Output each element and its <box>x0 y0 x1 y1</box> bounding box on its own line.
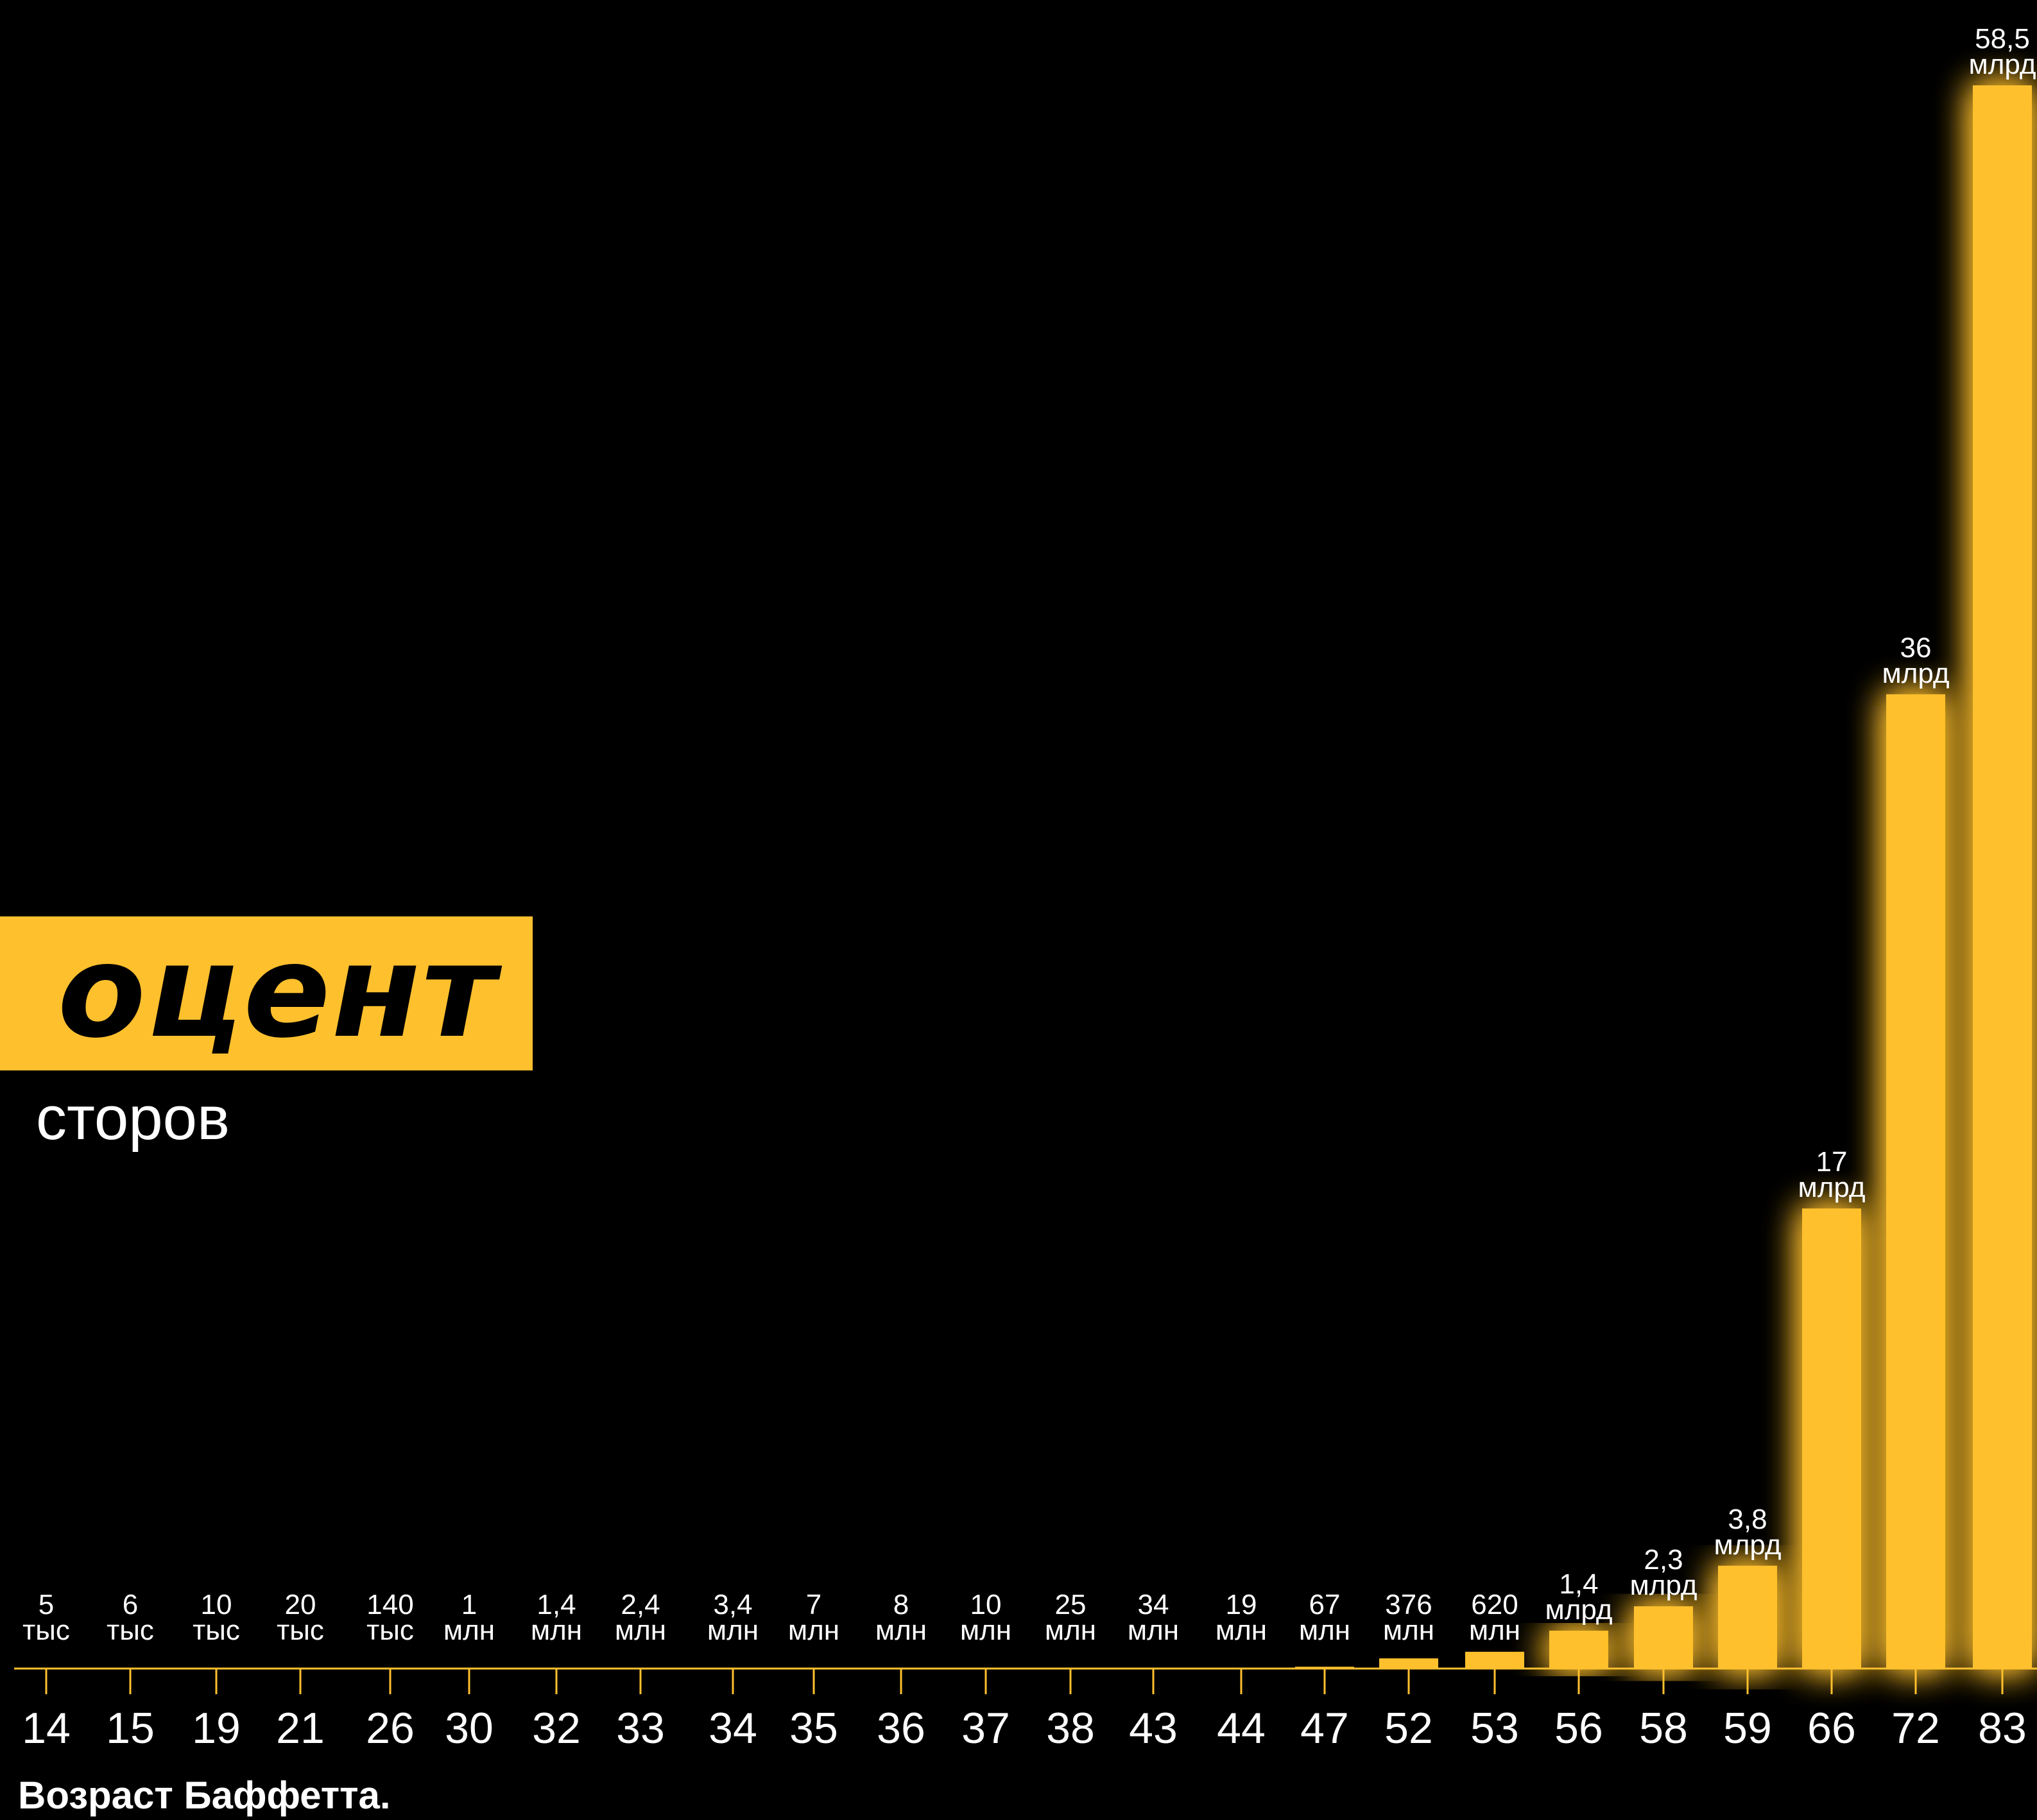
data-label-15-unit: тыс <box>107 1615 154 1646</box>
x-tick-label-37: 37 <box>961 1704 1010 1753</box>
data-label-44-value: 19 <box>1226 1589 1257 1620</box>
data-label-44-unit: млн <box>1216 1615 1267 1646</box>
data-label-19-value: 10 <box>201 1589 232 1620</box>
data-label-56-value: 1,4 <box>1559 1568 1598 1600</box>
x-tick-label-58: 58 <box>1639 1704 1688 1753</box>
x-tick-label-72: 72 <box>1891 1704 1940 1753</box>
data-label-38-value: 25 <box>1055 1589 1087 1620</box>
data-label-14-value: 5 <box>39 1589 54 1620</box>
x-tick-label-59: 59 <box>1723 1704 1772 1753</box>
data-labels-group: 5тыс6тыс10тыс20тыс140тыс1млн1,4млн2,4млн… <box>22 23 2036 1646</box>
data-label-15-value: 6 <box>123 1589 138 1620</box>
bar-72 <box>1886 694 1945 1669</box>
data-label-34-value: 3,4 <box>713 1589 752 1620</box>
x-tick-label-19: 19 <box>192 1704 241 1753</box>
x-tick-label-53: 53 <box>1470 1704 1519 1753</box>
data-label-26-value: 140 <box>366 1589 413 1620</box>
data-label-43-value: 34 <box>1138 1589 1169 1620</box>
data-label-38-unit: млн <box>1045 1615 1096 1646</box>
data-label-47-value: 67 <box>1309 1589 1341 1620</box>
x-tick-labels-group: 14 15 19 21 26 30 32 33 34 35 36 37 38 43 44 47 52 53 56 58… <box>22 1704 2027 1753</box>
bar-56 <box>1549 1630 1608 1669</box>
chart-title: оцент <box>57 917 497 1067</box>
data-label-26-unit: тыс <box>366 1615 414 1646</box>
bar-52 <box>1379 1658 1438 1669</box>
x-tick-label-47: 47 <box>1300 1704 1349 1753</box>
data-label-34-unit: млн <box>707 1615 759 1646</box>
data-label-59-value: 3,8 <box>1728 1504 1767 1535</box>
x-tick-label-52: 52 <box>1384 1704 1433 1753</box>
data-label-14-unit: тыс <box>22 1615 70 1646</box>
bar-53 <box>1465 1651 1524 1669</box>
x-tick-label-83: 83 <box>1978 1704 2027 1753</box>
data-label-72-unit: млрд <box>1882 658 1949 689</box>
bars-group <box>1041 85 2032 1669</box>
data-label-66-value: 17 <box>1816 1146 1848 1178</box>
bar-83 <box>1973 85 2032 1669</box>
data-label-21-unit: тыс <box>277 1615 324 1646</box>
data-label-83-value: 58,5 <box>1975 23 2030 55</box>
x-tick-label-30: 30 <box>445 1704 494 1753</box>
bar-66 <box>1802 1208 1861 1669</box>
x-tick-label-26: 26 <box>366 1704 415 1753</box>
data-label-32-value: 1,4 <box>537 1589 576 1620</box>
data-label-32-unit: млн <box>531 1615 582 1646</box>
x-tick-label-15: 15 <box>106 1704 155 1753</box>
x-axis-caption: Возраст Баффетта. <box>18 1774 391 1817</box>
x-tick-label-44: 44 <box>1217 1704 1266 1753</box>
data-label-36-unit: млн <box>875 1615 927 1646</box>
data-label-83-unit: млрд <box>1968 49 2036 80</box>
data-label-53-unit: млн <box>1469 1615 1520 1646</box>
data-label-59-unit: млрд <box>1714 1529 1781 1561</box>
chart-subtitle: сторов <box>35 1084 230 1153</box>
data-label-43-unit: млн <box>1128 1615 1179 1646</box>
data-label-30-unit: млн <box>443 1615 495 1646</box>
data-label-21-value: 20 <box>285 1589 316 1620</box>
data-label-56-unit: млрд <box>1545 1594 1612 1626</box>
bar-58 <box>1634 1606 1693 1669</box>
x-tick-label-56: 56 <box>1554 1704 1603 1753</box>
data-label-19-unit: тыс <box>193 1615 240 1646</box>
x-tick-label-14: 14 <box>22 1704 71 1753</box>
x-tick-label-43: 43 <box>1129 1704 1178 1753</box>
data-label-58-unit: млрд <box>1629 1570 1697 1601</box>
data-label-47-unit: млн <box>1299 1615 1350 1646</box>
data-label-36-value: 8 <box>893 1589 909 1620</box>
x-tick-label-36: 36 <box>877 1704 925 1753</box>
data-label-52-value: 376 <box>1385 1589 1432 1620</box>
x-tick-label-34: 34 <box>709 1704 757 1753</box>
data-label-33-unit: млн <box>615 1615 666 1646</box>
data-label-35-unit: млн <box>788 1615 839 1646</box>
data-label-53-value: 620 <box>1471 1589 1518 1620</box>
data-label-52-unit: млн <box>1383 1615 1434 1646</box>
x-tick-label-33: 33 <box>616 1704 665 1753</box>
x-ticks-group <box>45 1669 2004 1694</box>
data-label-30-value: 1 <box>461 1589 477 1620</box>
x-tick-label-21: 21 <box>276 1704 325 1753</box>
x-tick-label-66: 66 <box>1807 1704 1856 1753</box>
x-tick-label-32: 32 <box>532 1704 581 1753</box>
data-label-72-value: 36 <box>1900 632 1932 664</box>
x-tick-label-35: 35 <box>789 1704 838 1753</box>
data-label-35-value: 7 <box>806 1589 821 1620</box>
data-label-58-value: 2,3 <box>1644 1544 1683 1575</box>
data-label-33-value: 2,4 <box>621 1589 660 1620</box>
data-label-37-unit: млн <box>960 1615 1011 1646</box>
x-tick-label-38: 38 <box>1046 1704 1095 1753</box>
title-banner: оцент <box>0 916 533 1070</box>
data-label-66-unit: млрд <box>1798 1172 1865 1203</box>
bar-59 <box>1718 1565 1777 1669</box>
data-label-37-value: 10 <box>970 1589 1002 1620</box>
